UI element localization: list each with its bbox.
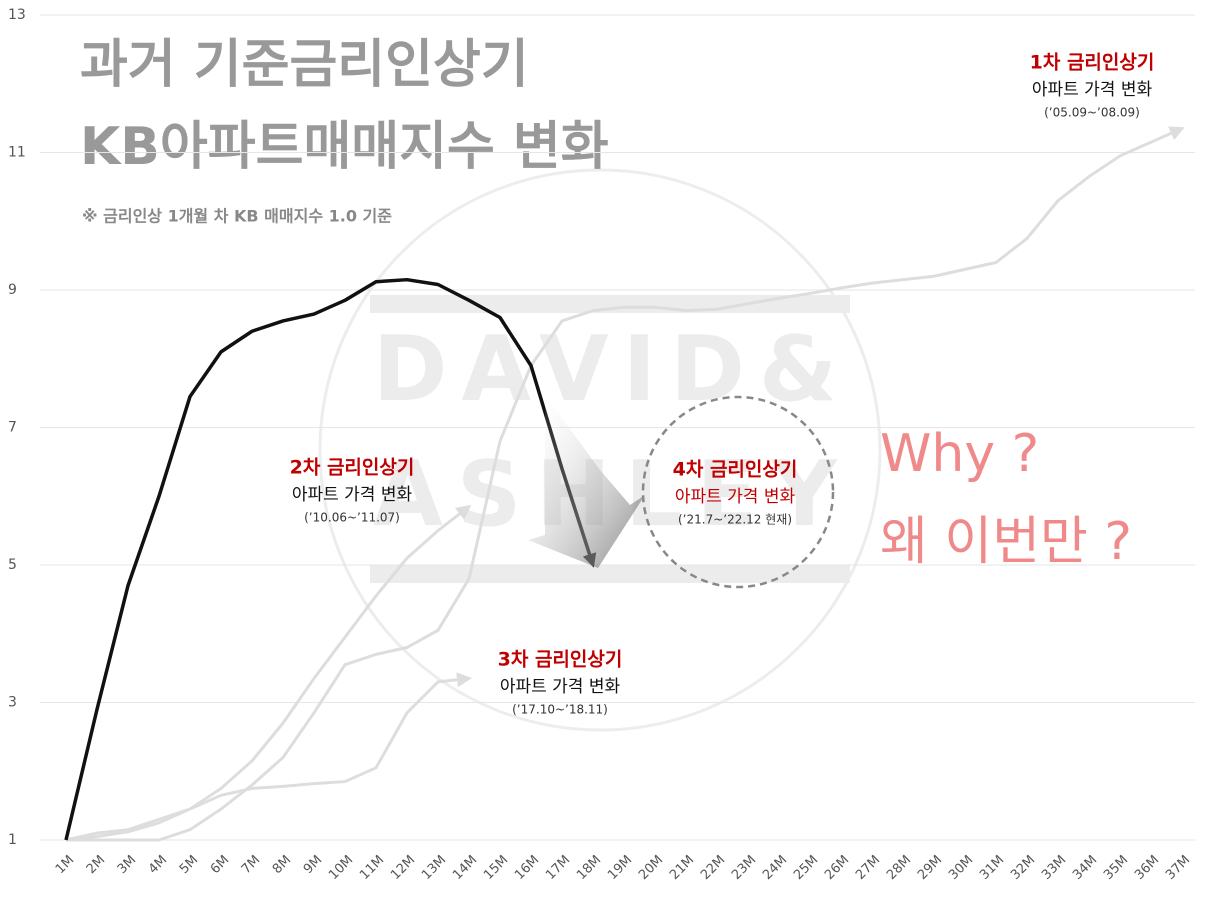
y-tick-label: 13	[8, 7, 26, 23]
x-tick-label: 8M	[270, 853, 294, 877]
y-tick-label: 7	[8, 420, 17, 436]
x-tick-label: 28M	[884, 853, 914, 883]
annotation-subtitle: 아파트 가격 변화	[500, 677, 621, 697]
x-tick-label: 21M	[667, 853, 697, 883]
annotation-title: 2차 금리인상기	[290, 457, 415, 479]
x-tick-label: 9M	[301, 853, 325, 877]
x-tick-label: 22M	[698, 853, 728, 883]
x-tick-label: 26M	[822, 853, 852, 883]
x-tick-label: 17M	[543, 853, 573, 883]
x-tick-label: 4M	[146, 853, 170, 877]
x-tick-label: 11M	[357, 853, 387, 883]
series-line	[65, 504, 472, 842]
y-tick-label: 9	[8, 282, 17, 298]
highlight-circle	[641, 395, 835, 589]
x-tick-label: 5M	[177, 853, 201, 877]
x-tick-label: 14M	[450, 853, 480, 883]
annotation-subtitle: 아파트 가격 변화	[1032, 80, 1153, 100]
series-line	[65, 672, 472, 842]
series-line	[66, 126, 1185, 842]
x-tick-label: 27M	[853, 853, 883, 883]
annotation-title: 1차 금리인상기	[1030, 52, 1155, 74]
x-tick-label: 2M	[84, 853, 108, 877]
annotation-period: (’17.10~’18.11)	[512, 703, 608, 717]
chart-title: 과거 기준금리인상기	[80, 35, 529, 95]
callout: Why ?	[880, 424, 1039, 484]
x-tick-label: 23M	[729, 853, 759, 883]
x-tick-label: 19M	[605, 853, 635, 883]
watermark-text: DAVID&	[373, 317, 852, 422]
x-tick-label: 25M	[791, 853, 821, 883]
annotation-title: 3차 금리인상기	[498, 649, 623, 671]
x-tick-label: 35M	[1101, 853, 1131, 883]
annotation-period: (’05.09~’08.09)	[1044, 106, 1140, 120]
x-tick-label: 24M	[760, 853, 790, 883]
y-tick-label: 11	[8, 145, 26, 161]
trend-arrow	[528, 395, 645, 568]
x-tick-label: 36M	[1132, 853, 1162, 883]
x-tick-label: 1M	[53, 853, 77, 877]
x-tick-label: 15M	[481, 853, 511, 883]
x-tick-label: 18M	[574, 853, 604, 883]
x-tick-label: 31M	[977, 853, 1007, 883]
y-tick-label: 1	[8, 832, 17, 848]
watermark	[318, 168, 882, 732]
x-tick-label: 16M	[512, 853, 542, 883]
x-tick-label: 34M	[1070, 853, 1100, 883]
callout: 왜 이번만 ?	[880, 512, 1132, 572]
x-tick-label: 12M	[388, 853, 418, 883]
chart-subtitle: ※ 금리인상 1개월 차 KB 매매지수 1.0 기준	[82, 207, 392, 226]
x-tick-label: 33M	[1039, 853, 1069, 883]
x-tick-label: 3M	[115, 853, 139, 877]
annotation-period: (’10.06~’11.07)	[304, 511, 400, 525]
x-tick-label: 37M	[1163, 853, 1193, 883]
annotation-subtitle: 아파트 가격 변화	[675, 487, 796, 507]
annotation-period: (’21.7~’22.12 현재)	[678, 513, 792, 527]
x-tick-label: 10M	[326, 853, 356, 883]
x-tick-label: 13M	[419, 853, 449, 883]
y-tick-label: 5	[8, 557, 17, 573]
series-line	[64, 277, 597, 841]
x-tick-label: 30M	[946, 853, 976, 883]
x-tick-label: 20M	[636, 853, 666, 883]
chart-title: KB아파트매매지수 변화	[80, 117, 609, 177]
annotation-title: 4차 금리인상기	[673, 459, 798, 481]
x-tick-label: 32M	[1008, 853, 1038, 883]
x-tick-label: 7M	[239, 853, 263, 877]
y-tick-label: 3	[8, 695, 17, 711]
x-tick-label: 29M	[915, 853, 945, 883]
x-tick-label: 6M	[208, 853, 232, 877]
annotation-subtitle: 아파트 가격 변화	[292, 485, 413, 505]
